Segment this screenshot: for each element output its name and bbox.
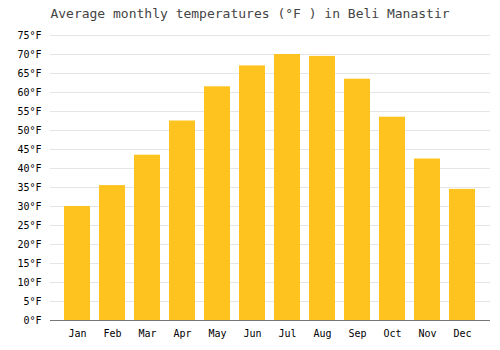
svg-text:May: May — [208, 328, 226, 339]
svg-text:55°F: 55°F — [17, 106, 41, 117]
svg-text:Jan: Jan — [68, 328, 86, 339]
svg-text:20°F: 20°F — [17, 239, 41, 250]
svg-text:Oct: Oct — [383, 328, 401, 339]
svg-text:Sep: Sep — [348, 328, 366, 339]
svg-text:Apr: Apr — [173, 328, 191, 339]
svg-text:65°F: 65°F — [17, 68, 41, 79]
svg-text:10°F: 10°F — [17, 277, 41, 288]
svg-text:5°F: 5°F — [23, 296, 41, 307]
svg-text:Mar: Mar — [138, 328, 156, 339]
html-text:Average monthly temperatures (: Average monthly temperatures (°F ) in Be… — [50, 6, 450, 21]
svg-text:45°F: 45°F — [17, 144, 41, 155]
svg-text:40°F: 40°F — [17, 163, 41, 174]
svg-text:50°F: 50°F — [17, 125, 41, 136]
svg-text:Aug: Aug — [313, 328, 331, 339]
svg-text:Dec: Dec — [453, 328, 471, 339]
svg-text:0°F: 0°F — [23, 315, 41, 326]
svg-text:Jul: Jul — [278, 328, 296, 339]
svg-text:30°F: 30°F — [17, 201, 41, 212]
svg-text:Feb: Feb — [103, 328, 121, 339]
svg-text:70°F: 70°F — [17, 49, 41, 60]
svg-text:25°F: 25°F — [17, 220, 41, 231]
svg-text:35°F: 35°F — [17, 182, 41, 193]
svg-text:60°F: 60°F — [17, 87, 41, 98]
svg-text:Jun: Jun — [243, 328, 261, 339]
svg-text:15°F: 15°F — [17, 258, 41, 269]
svg-text:75°F: 75°F — [17, 30, 41, 41]
svg-text:Nov: Nov — [418, 328, 436, 339]
